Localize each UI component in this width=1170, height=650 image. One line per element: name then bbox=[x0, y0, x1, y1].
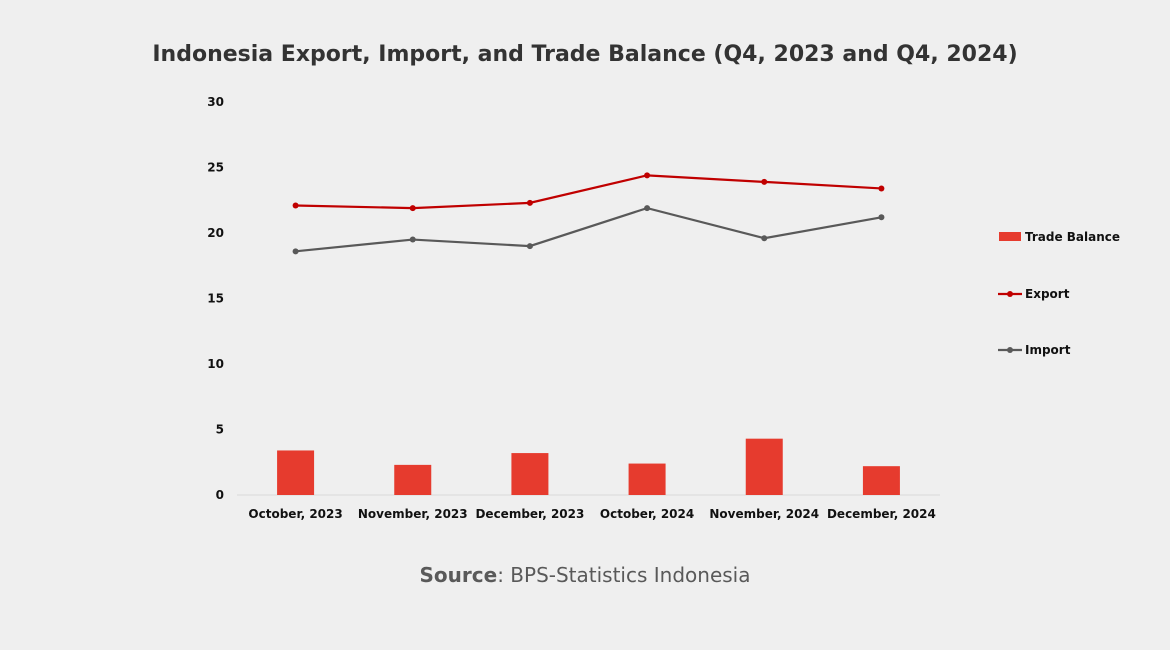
bar-trade-balance bbox=[277, 450, 315, 495]
point-export bbox=[761, 178, 768, 185]
source-text: : BPS-Statistics Indonesia bbox=[497, 563, 751, 587]
point-import bbox=[644, 205, 651, 212]
point-import bbox=[292, 248, 299, 255]
x-tick-label: October, 2024 bbox=[600, 507, 694, 521]
point-import bbox=[526, 243, 533, 250]
x-tick-label: November, 2024 bbox=[709, 507, 819, 521]
bar-trade-balance bbox=[745, 438, 783, 495]
y-tick-label: 10 bbox=[207, 357, 224, 371]
source-note: Source: BPS-Statistics Indonesia bbox=[0, 563, 1170, 587]
y-tick-label: 5 bbox=[216, 423, 224, 437]
source-label: Source bbox=[419, 563, 498, 587]
point-import bbox=[761, 235, 768, 242]
line-import bbox=[295, 206, 882, 253]
legend-marker-export bbox=[1007, 291, 1013, 297]
bar-trade-balance bbox=[394, 464, 432, 495]
x-tick-label: December, 2024 bbox=[827, 507, 936, 521]
y-tick-label: 25 bbox=[207, 161, 224, 175]
y-tick-label: 20 bbox=[207, 226, 224, 240]
bar-trade-balance bbox=[628, 463, 666, 495]
chart-title: Indonesia Export, Import, and Trade Bala… bbox=[152, 42, 1018, 67]
x-tick-label: November, 2023 bbox=[358, 507, 468, 521]
point-export bbox=[878, 185, 885, 192]
legend-label: Export bbox=[1025, 287, 1070, 301]
point-export bbox=[292, 202, 299, 209]
y-tick-label: 30 bbox=[207, 95, 224, 109]
line-export bbox=[295, 174, 882, 210]
point-import bbox=[878, 214, 885, 221]
x-tick-label: December, 2023 bbox=[475, 507, 584, 521]
point-export bbox=[526, 199, 533, 206]
legend-swatch-trade-balance bbox=[999, 232, 1021, 241]
y-tick-label: 15 bbox=[207, 292, 224, 306]
legend-label: Import bbox=[1025, 343, 1071, 357]
point-import bbox=[409, 236, 416, 243]
y-tick-label: 0 bbox=[216, 488, 224, 502]
point-export bbox=[644, 172, 651, 179]
legend-marker-import bbox=[1007, 347, 1013, 353]
bar-trade-balance bbox=[511, 453, 549, 495]
x-tick-label: October, 2023 bbox=[248, 507, 342, 521]
point-export bbox=[409, 205, 416, 212]
bar-trade-balance bbox=[862, 466, 900, 495]
legend-label: Trade Balance bbox=[1025, 230, 1120, 244]
